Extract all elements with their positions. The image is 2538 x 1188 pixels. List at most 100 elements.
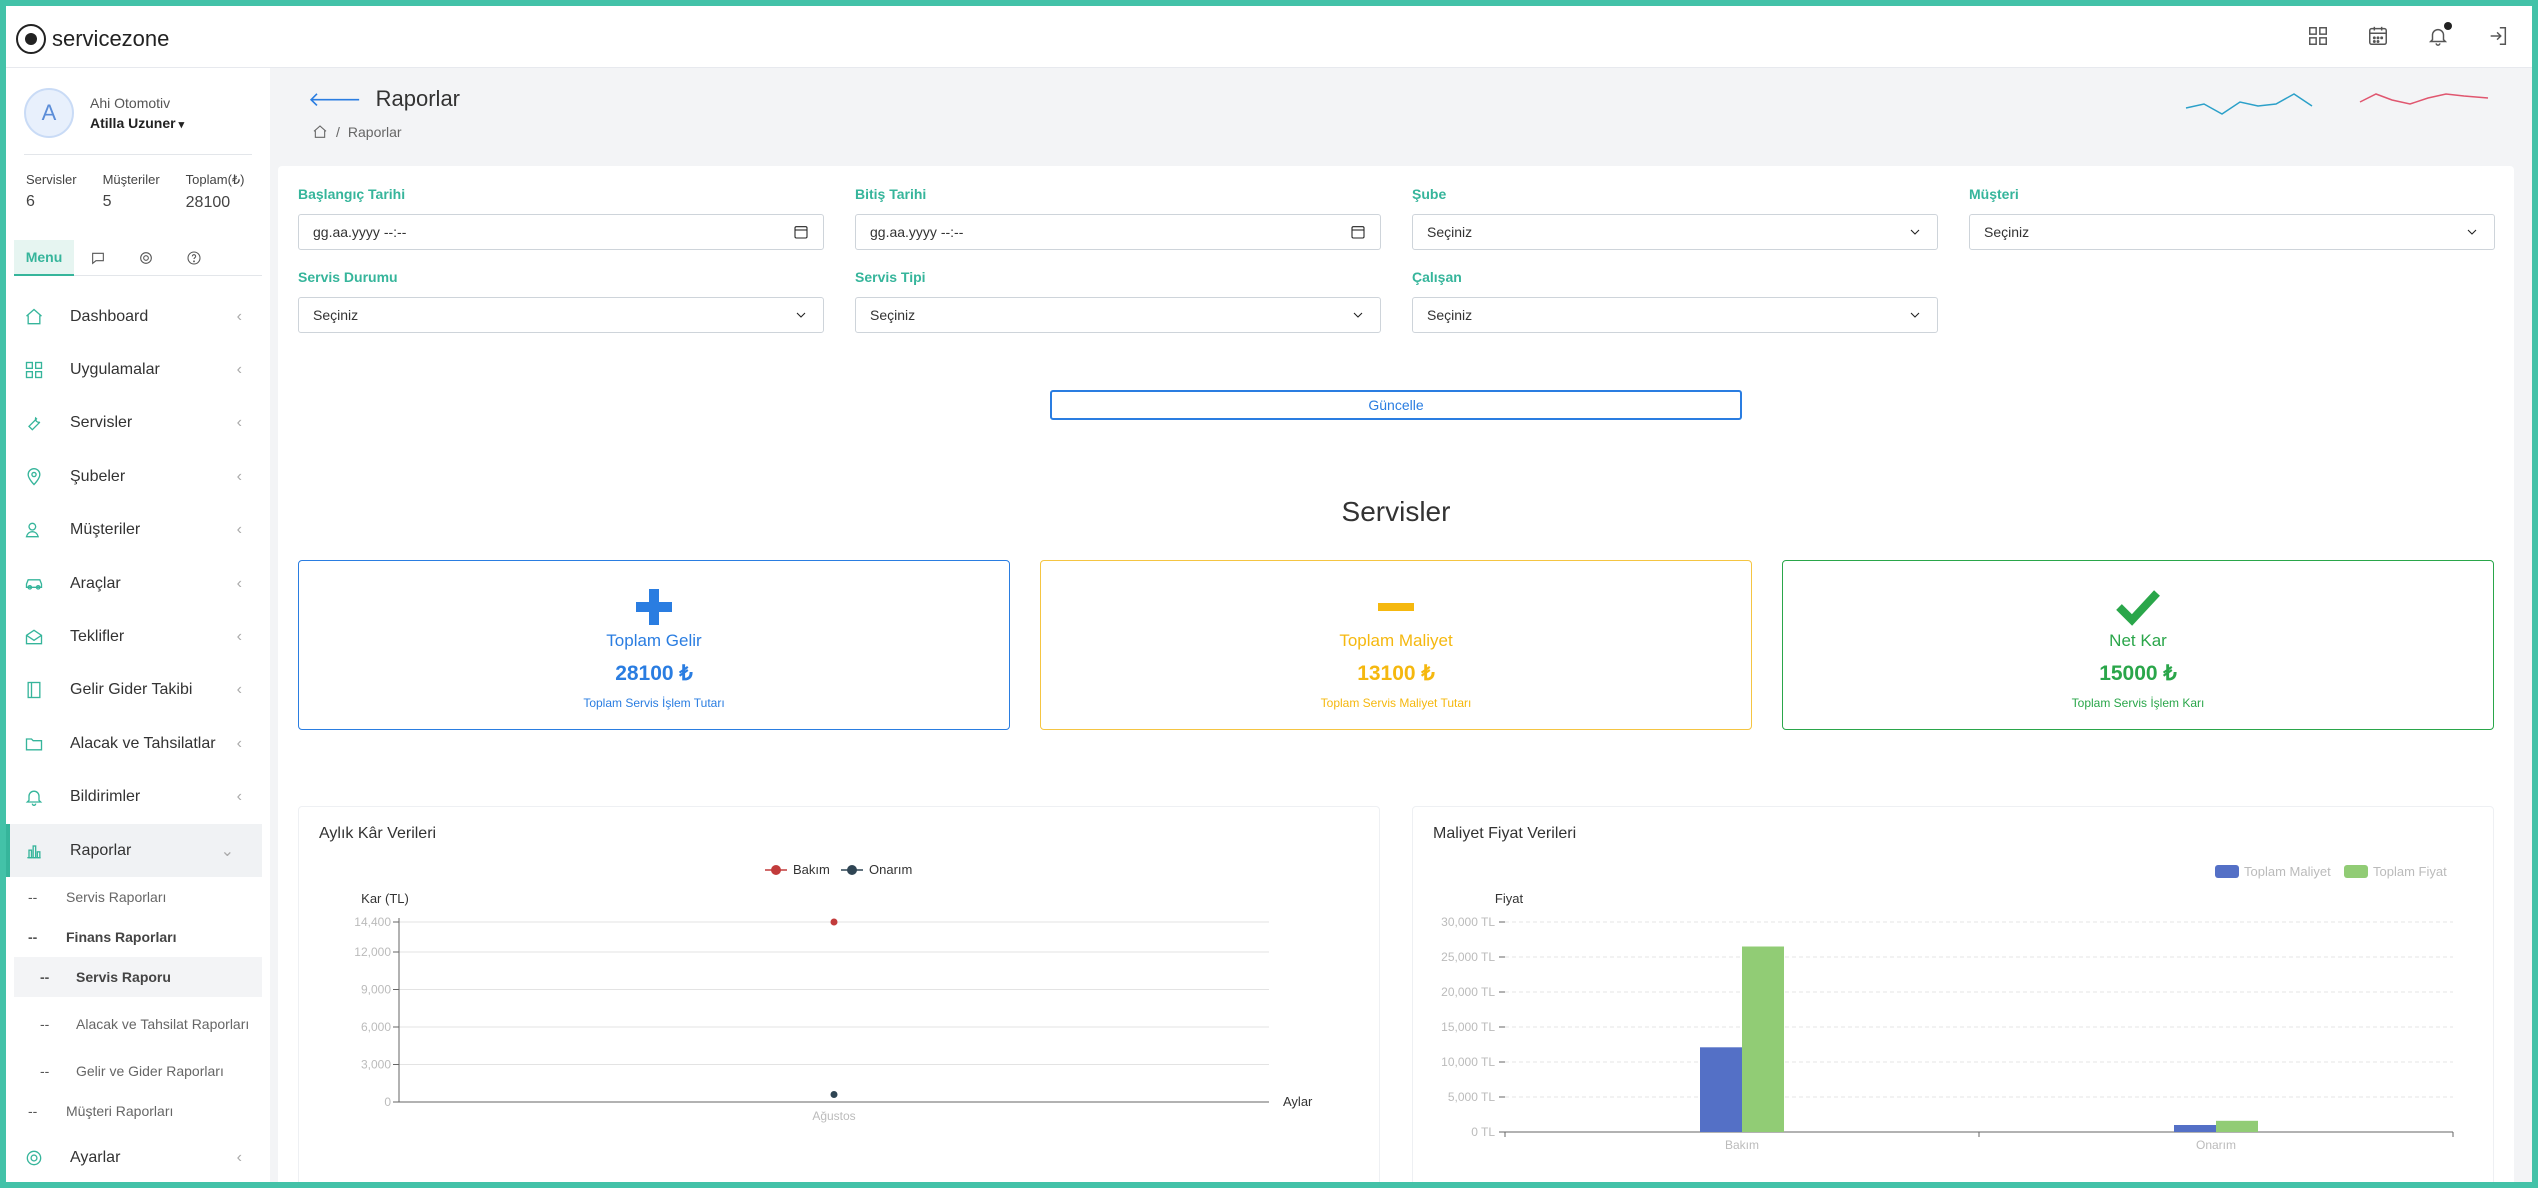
chevron-left-icon: ‹: [236, 574, 242, 592]
sidebar-item-bildirimler[interactable]: Bildirimler ‹: [6, 771, 270, 824]
sidebar-subitem-servis-raporlari[interactable]: Servis Raporları: [6, 877, 270, 917]
sidebar-item-label: Müşteriler: [70, 521, 141, 539]
logo-icon: [16, 24, 46, 54]
breadcrumb-separator: /: [336, 124, 340, 140]
chevron-down-icon: ⌄: [220, 842, 234, 860]
sidebar-item-alacak[interactable]: Alacak ve Tahsilatlar ‹: [6, 717, 270, 770]
y-tick-label: 25,000 TL: [1441, 950, 1495, 964]
sidebar-item-gelir-gider[interactable]: Gelir Gider Takibi ‹: [6, 664, 270, 717]
tab-chat[interactable]: [74, 240, 122, 276]
data-point: [830, 918, 838, 926]
chevron-left-icon: ‹: [236, 681, 242, 699]
baslangic-date-input[interactable]: gg.aa.yyyy --:--: [298, 214, 824, 250]
summary-card-maliyet: Toplam Maliyet 13100 ₺ Toplam Servis Mal…: [1040, 560, 1752, 730]
sidebar-item-musteriler[interactable]: Müşteriler ‹: [6, 504, 270, 557]
legend-swatch: [2215, 865, 2239, 878]
chat-icon: [92, 252, 104, 265]
label-baslangic: Başlangıç Tarihi: [298, 186, 406, 202]
bar: [2216, 1120, 2258, 1132]
bar: [2174, 1125, 2216, 1132]
bitis-date-input[interactable]: gg.aa.yyyy --:--: [855, 214, 1381, 250]
y-tick-label: 5,000 TL: [1448, 1090, 1495, 1104]
user-name-dropdown[interactable]: Atilla Uzuner: [90, 115, 184, 131]
bell-icon[interactable]: [2424, 22, 2452, 50]
x-axis-label: Aylar: [1283, 1094, 1313, 1109]
sidebar-item-label: Bildirimler: [70, 788, 141, 806]
sidebar-item-teklifler[interactable]: Teklifler ‹: [6, 610, 270, 663]
servis-tipi-select[interactable]: Seçiniz: [855, 297, 1381, 333]
home-icon[interactable]: [312, 124, 328, 140]
y-tick-label: 3,000: [361, 1058, 391, 1072]
y-axis-label: Fiyat: [1495, 891, 1524, 906]
logout-icon[interactable]: [2484, 22, 2512, 50]
chart-title: Aylık Kâr Verileri: [319, 825, 437, 842]
x-tick-label: Ağustos: [812, 1109, 855, 1123]
user-company: Ahi Otomotiv: [90, 95, 171, 111]
y-tick-label: 0 TL: [1471, 1125, 1495, 1139]
calisan-select[interactable]: Seçiniz: [1412, 297, 1938, 333]
sidebar-subitem-alacak-tahsilat-raporlari[interactable]: Alacak ve Tahsilat Raporları: [6, 997, 270, 1051]
select-value: Seçiniz: [1427, 307, 1473, 323]
divider: [24, 154, 252, 155]
sidebar-subitem-gelir-gider-raporlari[interactable]: Gelir ve Gider Raporları: [6, 1051, 270, 1091]
gear-icon: [26, 1150, 42, 1166]
label-servis-durumu: Servis Durumu: [298, 269, 398, 285]
select-value: Seçiniz: [313, 307, 359, 323]
page-header: 🡐 Raporlar: [308, 86, 460, 112]
label-bitis: Bitiş Tarihi: [855, 186, 927, 202]
sidebar-item-ayarlar[interactable]: Ayarlar ‹: [6, 1131, 270, 1184]
calendar-icon[interactable]: [1350, 224, 1366, 243]
app-logo[interactable]: servicezone: [16, 24, 169, 54]
sidebar-subitem-finans-raporlari[interactable]: Finans Raporları: [6, 917, 270, 957]
sidebar-item-servisler[interactable]: Servisler ‹: [6, 397, 270, 450]
chevron-left-icon: ‹: [236, 361, 242, 379]
select-value: Seçiniz: [1427, 224, 1473, 240]
stat-label: Müşteriler: [102, 172, 160, 187]
mail-open-icon: [25, 629, 43, 645]
chevron-down-icon: [1350, 307, 1366, 326]
chevron-left-icon: ‹: [236, 628, 242, 646]
y-tick-label: 6,000: [361, 1020, 391, 1034]
sidebar-subitem-servis-raporu[interactable]: Servis Raporu: [14, 957, 262, 998]
user-profile[interactable]: A Ahi Otomotiv Atilla Uzuner: [24, 88, 184, 138]
tab-settings[interactable]: [122, 240, 170, 276]
servis-durumu-select[interactable]: Seçiniz: [298, 297, 824, 333]
car-icon: [25, 578, 43, 590]
sidebar-subitem-musteri-raporlari[interactable]: Müşteri Raporları: [6, 1091, 270, 1131]
y-axis-label: Kar (TL): [361, 891, 409, 906]
chevron-left-icon: ‹: [236, 734, 242, 752]
sidebar-item-araclar[interactable]: Araçlar ‹: [6, 557, 270, 610]
home-icon: [26, 308, 42, 325]
x-tick-label: Onarım: [2196, 1138, 2236, 1152]
back-arrow-icon[interactable]: 🡐: [308, 88, 362, 111]
sube-select[interactable]: Seçiniz: [1412, 214, 1938, 250]
summary-subtitle: Toplam Servis İşlem Karı: [2071, 696, 2205, 710]
stat-servisler: Servisler 6: [26, 172, 77, 212]
folder-icon: [25, 738, 43, 751]
sidebar-item-label: Araçlar: [70, 574, 121, 592]
chevron-left-icon: ‹: [236, 414, 242, 432]
sidebar-item-uygulamalar[interactable]: Uygulamalar ‹: [6, 343, 270, 396]
sidebar-item-dashboard[interactable]: Dashboard ‹: [6, 290, 270, 343]
sidebar-item-raporlar[interactable]: Raporlar ⌄: [6, 823, 262, 878]
legend-swatch: [2344, 865, 2368, 878]
bar: [1742, 946, 1784, 1132]
summary-title: Toplam Gelir: [606, 631, 702, 650]
sidebar-item-subeler[interactable]: Şubeler ‹: [6, 450, 270, 503]
calendar-icon[interactable]: [793, 224, 809, 243]
stat-musteriler: Müşteriler 5: [103, 172, 160, 212]
y-tick-label: 0: [384, 1095, 391, 1109]
sidebar: A Ahi Otomotiv Atilla Uzuner Servisler 6…: [6, 68, 270, 1182]
update-button[interactable]: Güncelle: [1050, 390, 1742, 420]
label-musteri: Müşteri: [1969, 186, 2019, 202]
apps-grid-icon[interactable]: [2304, 22, 2332, 50]
summary-subtitle: Toplam Servis Maliyet Tutarı: [1320, 696, 1472, 710]
app-name: servicezone: [52, 26, 170, 51]
tab-help[interactable]: [170, 240, 218, 276]
musteri-select[interactable]: Seçiniz: [1969, 214, 2495, 250]
tab-menu[interactable]: Menu: [14, 240, 74, 276]
summary-value: 15000 ₺: [2099, 662, 2177, 685]
sidebar-item-label: Dashboard: [70, 307, 149, 325]
sparkline-red: [2359, 93, 2489, 105]
calendar-icon[interactable]: [2364, 22, 2392, 50]
